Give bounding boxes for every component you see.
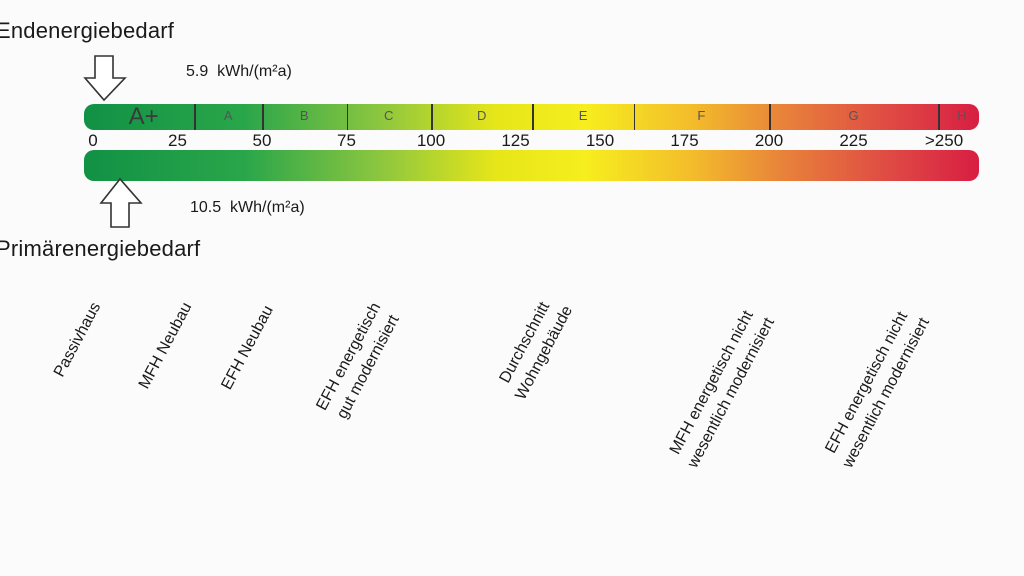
scale-tick-label: 0 [88,131,98,150]
primary-energy-unit: kWh/(m²a) [230,199,305,216]
reference-building-label: EFH energetisch nicht wesentlich modernis… [818,304,935,472]
end-energy-title: Endenergiebedarf [0,18,175,43]
reference-building-label: EFH Neubau [217,302,280,394]
scale-tick-label: 150 [585,131,615,150]
end-energy-value: 5.9 kWh/(m²a) [186,63,292,81]
reference-building-line: Passivhaus [50,299,105,380]
class-label: H [957,108,967,123]
reference-building-label: EFH energetisch gut modernisiert [312,299,407,425]
class-label: G [848,108,859,123]
class-separator [346,104,348,130]
reference-building-line: MFH Neubau [135,299,196,392]
class-separator [938,104,940,130]
class-label: A [223,108,233,123]
class-label: F [697,108,706,123]
class-separator [532,104,534,130]
primary-energy-number: 10.5 [190,199,222,216]
class-label: A+ [128,103,159,130]
class-label: B [299,108,309,123]
scale-tick-label: 225 [839,131,868,150]
primary-energy-arrow-icon [99,177,143,228]
primary-energy-bar [84,150,979,181]
class-separator [769,104,771,130]
reference-building-label: MFH Neubau [134,299,198,393]
scale-tick-label: 125 [501,131,530,150]
energy-class-bar: A+ A B C D E F G H [84,103,979,130]
class-separator [633,104,636,130]
scale-tick-label: 175 [670,131,699,150]
reference-building-line: EFH Neubau [218,302,277,393]
scale-tick-label: >250 [924,131,964,150]
scale-tick-label: 50 [252,131,272,150]
scale-tick-label: 25 [168,131,187,150]
class-separator [194,104,196,130]
end-energy-unit: kWh/(m²a) [217,63,292,80]
class-label: E [578,108,588,123]
primary-energy-title: Primärenergiebedarf [0,236,201,261]
scale-tick-label: 100 [416,131,446,150]
reference-building-label: Passivhaus [49,299,107,382]
reference-building-label: Durchschnitt Wohngebäude [491,292,579,404]
scale-tick-label: 75 [337,131,356,150]
scale-tick-label: 200 [754,131,784,150]
end-energy-arrow-icon [83,55,127,102]
class-separator [431,104,433,130]
class-label: C [384,108,394,123]
primary-energy-value: 10.5 kWh/(m²a) [190,199,305,217]
class-label: D [476,108,487,123]
end-energy-number: 5.9 [186,63,209,80]
class-separator [262,104,264,130]
reference-building-label: MFH energetisch nicht wesentlich modernis… [663,304,780,472]
